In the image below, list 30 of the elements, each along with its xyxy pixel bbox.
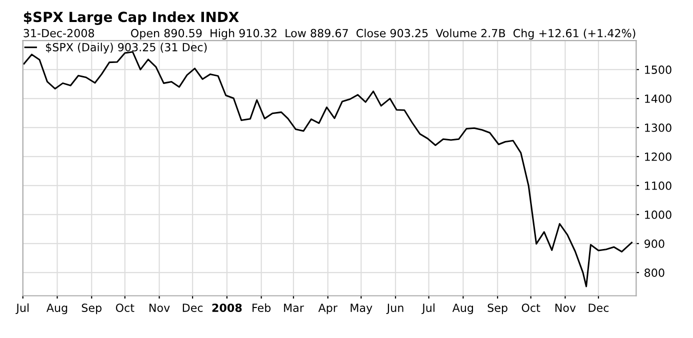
y-tick-label: 1000 [645,210,672,219]
text: Open 890.59 High 910.32 Low 889.67 Close 903.25 Volume 2.7B Chg +12.61 (+1.42%) [131,28,636,40]
x-tick-label: Oct [116,304,134,312]
x-tick-label: Apr [318,304,338,314]
legend-label: $SPX (Daily) 903.25 (31 Dec) [46,42,207,54]
x-tick-label: Nov [150,304,170,312]
x-tick-label: Sep [488,304,508,314]
y-tick-label: 900 [644,240,664,248]
x-tick-label: Aug [452,304,473,314]
x-tick-label: May [350,304,372,314]
x-tick-label: Jul [16,303,29,314]
x-tick-label: Aug [46,304,68,314]
x-tick-label: Mar [284,304,304,312]
text: 31-Dec-2008 [24,28,94,38]
x-tick-label: Dec [182,304,203,312]
x-tick-label: Dec [588,304,609,312]
y-tick-label: 800 [644,268,664,277]
x-tick-label: Feb [252,303,271,312]
y-tick-label: 1100 [645,182,672,190]
x-tick-label: Oct [522,304,540,312]
x-tick-label: 2008 [212,304,242,312]
x-tick-label: Jul [422,303,434,314]
y-tick-label: 1500 [645,66,672,74]
y-tick-label: 1400 [645,94,672,103]
y-tick-label: 1200 [645,152,672,161]
chart-title: $SPX Large Cap Index INDX [24,11,239,25]
x-tick-label: Sep [82,304,102,314]
x-tick-label: Jun [386,304,404,314]
x-tick-label: Nov [555,304,576,312]
y-tick-label: 1300 [645,124,672,132]
